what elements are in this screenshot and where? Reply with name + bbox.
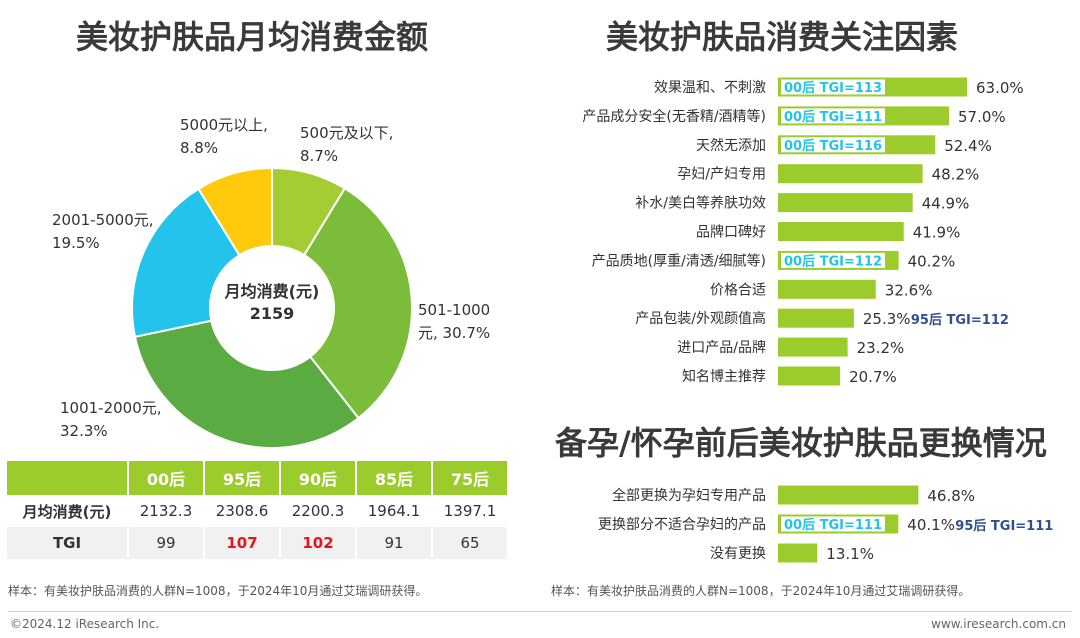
tgi-badge-label: 00后 TGI=113 <box>784 80 882 96</box>
tgi-annotation: 95后 TGI=112 <box>911 312 1009 328</box>
bar-value-label: 25.3% <box>863 310 911 328</box>
bar-category-label: 天然无添加 <box>696 137 766 154</box>
bar-value-label: 20.7% <box>849 368 897 386</box>
bar-category-label: 进口产品/品牌 <box>677 339 766 356</box>
donut-slice-label: 1001-2000元, <box>60 399 162 417</box>
left-sample-note: 样本：有美妆护肤品消费的人群N=1008，于2024年10月通过艾瑞调研获得。 <box>8 584 428 598</box>
bar-value-label: 23.2% <box>857 339 905 357</box>
table-cell-highlight: 107 <box>205 527 279 559</box>
table-cell: 2132.3 <box>139 502 193 520</box>
bar-category-label: 品牌口碑好 <box>696 224 766 241</box>
bar-category-label: 没有更换 <box>710 545 766 562</box>
bar <box>778 543 818 563</box>
bar-value-label: 13.1% <box>826 545 874 563</box>
bar-category-label: 更换部分不适合孕妇的产品 <box>598 516 766 533</box>
tgi-badge <box>781 516 885 532</box>
replacement-chart-title: 备孕/怀孕前后美妆护肤品更换情况 <box>555 424 1047 462</box>
tgi-badge-label: 00后 TGI=112 <box>784 253 882 269</box>
donut-slice <box>302 187 413 420</box>
tgi-badge <box>781 79 885 95</box>
left-chart-title: 美妆护肤品月均消费金额 <box>76 18 429 56</box>
bar <box>778 366 841 386</box>
right-sample-note: 样本：有美妆护肤品消费的人群N=1008，于2024年10月通过艾瑞调研获得。 <box>551 584 971 598</box>
bar-category-label: 补水/美白等养肤功效 <box>635 195 766 212</box>
bar-value-label: 40.2% <box>908 252 956 270</box>
right-chart-title: 美妆护肤品消费关注因素 <box>606 18 959 56</box>
bar-value-label: 52.4% <box>944 137 992 155</box>
table-cell: 1397.1 <box>443 502 497 520</box>
table-cell: 91 <box>357 527 431 559</box>
bar <box>778 279 876 299</box>
table-row: TGI 99 107 102 91 65 <box>7 527 507 559</box>
tgi-badge <box>781 108 885 124</box>
bar-category-label: 全部更换为孕妇专用产品 <box>612 487 766 504</box>
bar-category-label: 价格合适 <box>710 282 766 298</box>
table-row-label: TGI <box>7 527 127 559</box>
table-cell: 1964.1 <box>367 502 421 520</box>
website-text: www.iresearch.com.cn <box>931 617 1066 631</box>
tgi-badge <box>781 252 885 268</box>
donut-slice-label: 2001-5000元, <box>52 211 154 229</box>
tgi-badge <box>781 137 885 153</box>
donut-slice-label: 19.5% <box>52 234 100 252</box>
table-header-cell: 95后 <box>205 461 279 495</box>
donut-slice-label: 8.7% <box>300 147 338 165</box>
bar <box>778 337 848 357</box>
table-cell-highlight: 102 <box>281 527 355 559</box>
table-cell: 65 <box>433 527 507 559</box>
table-cell: 2308.6 <box>215 502 269 520</box>
bar <box>778 193 913 213</box>
bar <box>778 222 904 241</box>
donut-chart: 500元及以下, 8.7% 501-1000 元, 30.7% 1001-2000元, 3… <box>52 116 490 449</box>
table-header-row: 00后 95后 90后 85后 75后 <box>7 461 507 495</box>
table-header-cell <box>7 461 127 495</box>
bar-category-label: 产品包装/外观颜值高 <box>635 310 766 327</box>
donut-slice-label: 5000元以上, <box>180 116 268 134</box>
bar-value-label: 48.2% <box>932 166 980 184</box>
donut-center-value: 2159 <box>250 304 295 323</box>
donut-center-label: 月均消费(元) <box>224 282 320 301</box>
bar <box>778 485 919 505</box>
tgi-table: 00后 95后 90后 85后 75后 月均消费(元) 2132.3 2308.… <box>5 461 509 559</box>
table-cell: 2200.3 <box>291 502 345 520</box>
table-header-cell: 85后 <box>357 461 431 495</box>
bar-value-label: 46.8% <box>927 487 975 505</box>
bar-category-label: 效果温和、不刺激 <box>654 79 766 96</box>
table-row-label: 月均消费(元) <box>22 502 112 521</box>
bar <box>778 308 854 328</box>
donut-slice-label: 元, 30.7% <box>418 324 490 342</box>
donut-slice <box>197 166 273 257</box>
tgi-badge-label: 00后 TGI=111 <box>784 517 882 533</box>
donut-slice-label: 500元及以下, <box>300 124 393 142</box>
bar-value-label: 63.0% <box>976 79 1024 97</box>
bar-category-label: 孕妇/产妇专用 <box>677 166 766 183</box>
bar-value-label: 40.1% <box>907 516 955 534</box>
tgi-badge-label: 00后 TGI=116 <box>784 138 882 154</box>
table-header-cell: 00后 <box>129 461 203 495</box>
bar-value-label: 44.9% <box>922 195 970 213</box>
tgi-badge-label: 00后 TGI=111 <box>784 109 882 125</box>
bar-category-label: 产品成分安全(无香精/酒精等) <box>582 108 766 125</box>
table-row: 月均消费(元) 2132.3 2308.6 2200.3 1964.1 1397… <box>7 495 507 527</box>
donut-slice-label: 32.3% <box>60 422 108 440</box>
bar-category-label: 产品质地(厚重/清透/细腻等) <box>592 252 766 269</box>
table-header-cell: 90后 <box>281 461 355 495</box>
donut-slice-label: 501-1000 <box>418 301 490 319</box>
bar <box>778 164 923 184</box>
table-cell: 99 <box>129 527 203 559</box>
bar-category-label: 知名博主推荐 <box>682 368 766 385</box>
bar-value-label: 41.9% <box>913 224 961 242</box>
tgi-annotation: 95后 TGI=111 <box>955 518 1053 534</box>
table-header-cell: 75后 <box>433 461 507 495</box>
copyright-text: ©2024.12 iResearch Inc. <box>10 617 160 631</box>
bar-value-label: 57.0% <box>958 108 1006 126</box>
footer-divider <box>8 611 1072 612</box>
donut-slice-label: 8.8% <box>180 139 218 157</box>
donut-slice <box>133 319 360 449</box>
donut-slice <box>131 187 241 339</box>
bar-value-label: 32.6% <box>885 281 933 299</box>
